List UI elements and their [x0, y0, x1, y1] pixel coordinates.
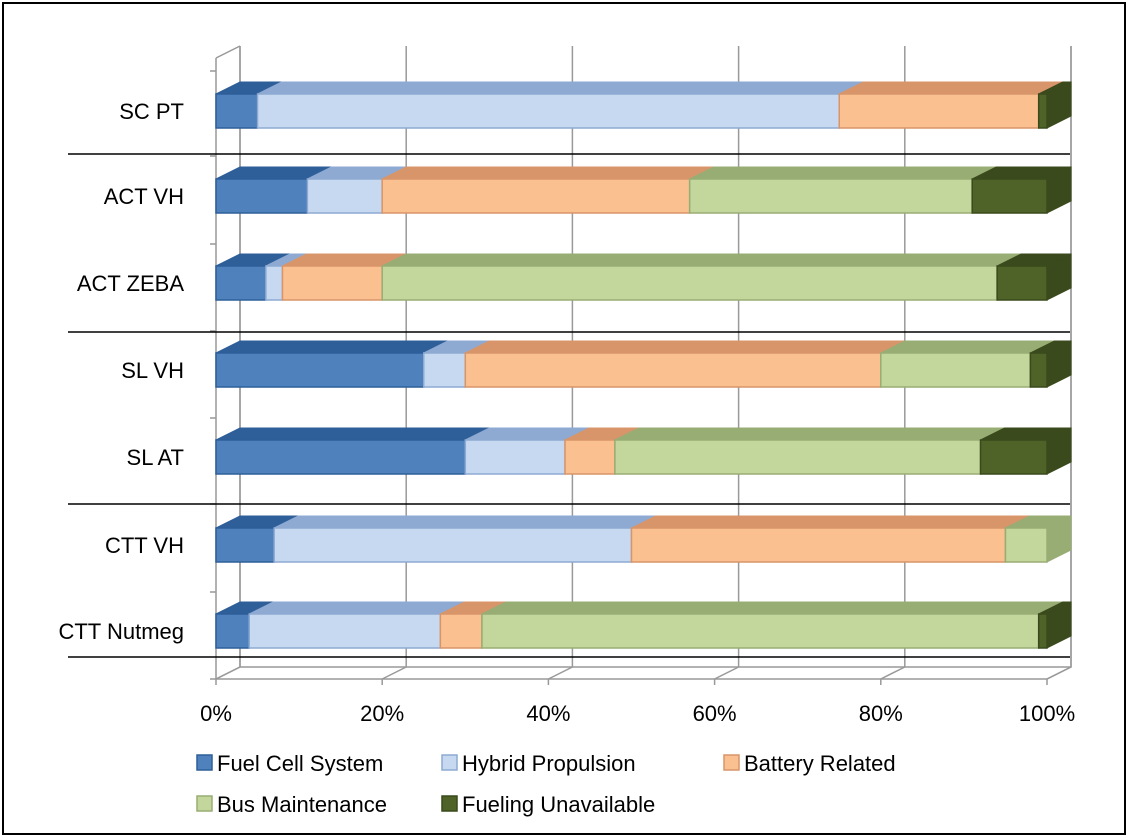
bar-segment-top — [273, 515, 656, 529]
bar-segment-top — [215, 340, 448, 354]
bar-segment-top — [631, 515, 1030, 529]
bar-segment — [215, 93, 259, 129]
bar-segment — [215, 527, 275, 563]
bar-segment — [306, 178, 383, 214]
bar-segment — [630, 527, 1007, 563]
category-label: SC PT — [119, 99, 184, 124]
bar-segment — [215, 613, 250, 649]
bar-segment-top — [465, 340, 906, 354]
bar-segment-top — [257, 81, 864, 95]
bar-segment-top — [381, 253, 1022, 267]
bar-segment — [439, 613, 483, 649]
bar-segment — [215, 439, 467, 475]
category-label: CTT VH — [105, 533, 184, 558]
bars — [215, 81, 1072, 649]
gridline-floor — [880, 666, 906, 680]
x-tick-label: 100% — [1019, 701, 1075, 726]
bar-segment-top — [249, 601, 465, 615]
bar-segment-top — [880, 340, 1055, 354]
x-tick-label: 20% — [360, 701, 404, 726]
legend-swatch — [723, 754, 740, 771]
category-label: SL AT — [127, 445, 184, 470]
bar-segment — [996, 265, 1048, 301]
bar-segment-top — [381, 166, 714, 180]
gridline-floor — [1046, 666, 1072, 680]
legend-label: Bus Maintenance — [217, 792, 387, 817]
legend-swatch — [196, 795, 213, 812]
bar-segment — [215, 178, 309, 214]
legend-swatch — [441, 795, 458, 812]
gridline-floor — [215, 666, 241, 680]
bar-segment-side — [1046, 601, 1072, 649]
bar-segment — [1037, 613, 1048, 649]
bar-segment — [381, 178, 691, 214]
bar-segment — [273, 527, 633, 563]
bar-segment — [1004, 527, 1048, 563]
bar-segment-side — [1046, 166, 1072, 214]
bar-segment — [880, 352, 1032, 388]
x-tick-label: 60% — [693, 701, 737, 726]
category-labels: SC PT ACT VH ACT ZEBA SL VH SL AT CTT VH CTT N… — [58, 99, 184, 644]
bar-segment — [688, 178, 973, 214]
x-tick-label: 40% — [526, 701, 570, 726]
bar-segment — [1029, 352, 1048, 388]
bar-segment-top — [839, 81, 1063, 95]
bar-segment — [614, 439, 982, 475]
bar-segment — [971, 178, 1048, 214]
category-label: ACT ZEBA — [77, 271, 185, 296]
x-tick-labels: 0% 20% 40% 60% 80% 100% — [200, 701, 1075, 726]
bar-segment — [481, 613, 1040, 649]
legend-swatch — [196, 754, 213, 771]
bar-segment-top — [481, 601, 1063, 615]
stacked-bar-chart: SC PT ACT VH ACT ZEBA SL VH SL AT CTT VH CTT N… — [58, 45, 1075, 817]
bar-segment-side — [1046, 81, 1072, 129]
left-wall-top — [215, 45, 241, 59]
bar-segment-top — [614, 427, 1005, 441]
category-label: CTT Nutmeg — [58, 619, 184, 644]
bar-segment-side — [1046, 427, 1072, 475]
x-tick-label: 80% — [859, 701, 903, 726]
gridline-floor — [714, 666, 739, 680]
bar-segment-side — [1046, 515, 1072, 563]
legend-label: Fueling Unavailable — [462, 792, 655, 817]
bar-segment — [381, 265, 998, 301]
bar-segment — [248, 613, 442, 649]
bar-segment-side — [1046, 340, 1072, 388]
bar-segment-top — [215, 427, 490, 441]
bar-segment — [564, 439, 616, 475]
bar-segment — [423, 352, 467, 388]
bar-segment — [464, 439, 566, 475]
legend: Fuel Cell System Hybrid Propulsion Battery… — [196, 751, 896, 817]
bar-segment — [838, 93, 1040, 129]
gridline-floor — [381, 666, 407, 680]
x-tick-label: 0% — [200, 701, 232, 726]
bar-segment — [215, 265, 267, 301]
category-label: SL VH — [121, 358, 184, 383]
bar-segment — [1037, 93, 1048, 129]
category-label: ACT VH — [104, 184, 184, 209]
bar-segment — [464, 352, 882, 388]
bar-segment — [979, 439, 1048, 475]
legend-label: Fuel Cell System — [217, 751, 383, 776]
group-separators — [68, 153, 1070, 658]
bar-segment — [215, 352, 425, 388]
legend-label: Battery Related — [744, 751, 896, 776]
legend-label: Hybrid Propulsion — [462, 751, 636, 776]
bar-segment-side — [1046, 253, 1072, 301]
bar-segment — [256, 93, 841, 129]
legend-swatch — [441, 754, 458, 771]
bar-segment-top — [689, 166, 997, 180]
bar-segment — [265, 265, 284, 301]
gridline-floor — [548, 666, 573, 680]
bar-segment — [281, 265, 383, 301]
